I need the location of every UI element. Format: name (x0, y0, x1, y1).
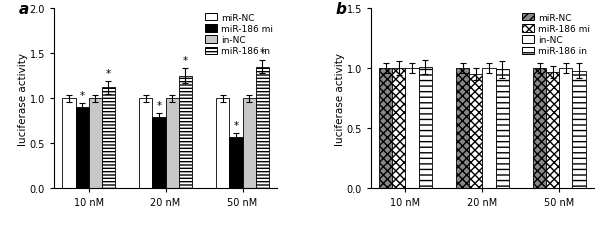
Bar (559, 69, 572, 188)
Text: a: a (18, 2, 29, 17)
Bar (62, 99, 76, 188)
Bar (256, 67, 269, 188)
Bar (546, 72, 559, 188)
Bar (392, 69, 406, 188)
Text: b: b (335, 2, 346, 17)
Text: *: * (106, 69, 111, 79)
Bar (89, 99, 102, 188)
Bar (406, 69, 419, 188)
Bar (217, 99, 229, 188)
Bar (102, 88, 115, 188)
Legend: miR-NC, miR-186 mi, in-NC, miR-186 in: miR-NC, miR-186 mi, in-NC, miR-186 in (203, 12, 275, 58)
Bar (139, 99, 152, 188)
Bar (419, 68, 431, 188)
Legend: miR-NC, miR-186 mi, in-NC, miR-186 in: miR-NC, miR-186 mi, in-NC, miR-186 in (520, 12, 592, 58)
Text: *: * (260, 48, 265, 58)
Text: *: * (182, 56, 188, 66)
Bar (152, 118, 166, 188)
Bar (76, 108, 89, 188)
Bar (496, 70, 509, 188)
Bar (533, 69, 546, 188)
Text: *: * (157, 101, 161, 111)
Bar (482, 69, 496, 188)
Bar (242, 99, 256, 188)
Bar (572, 71, 586, 188)
Bar (229, 137, 242, 188)
Text: *: * (233, 121, 239, 131)
Bar (456, 69, 469, 188)
Bar (166, 99, 179, 188)
Bar (379, 69, 392, 188)
Text: *: * (80, 90, 85, 100)
Y-axis label: luciferase activity: luciferase activity (335, 52, 345, 145)
Bar (469, 75, 482, 188)
Bar (179, 76, 192, 188)
Y-axis label: luciferase activity: luciferase activity (18, 52, 28, 145)
